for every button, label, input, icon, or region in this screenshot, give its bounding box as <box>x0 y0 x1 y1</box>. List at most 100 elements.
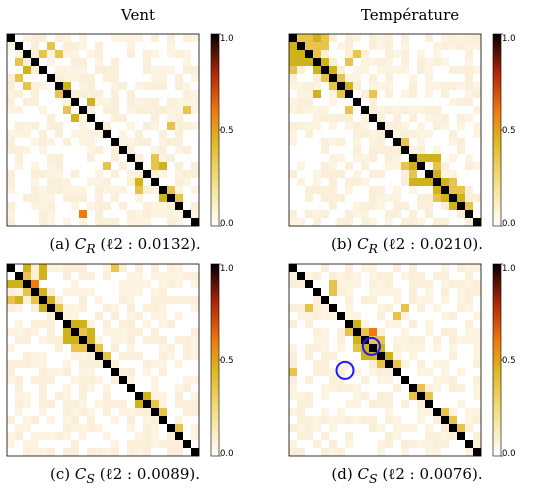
heatmap-cell <box>47 178 56 187</box>
heatmap-cell <box>377 106 386 115</box>
heatmap-cell <box>313 280 322 289</box>
heatmap-cell <box>313 66 322 75</box>
heatmap-cell <box>143 288 152 297</box>
heatmap-cell <box>23 218 32 227</box>
heatmap-cell <box>175 352 184 361</box>
heatmap-cell <box>63 90 72 99</box>
heatmap-cell <box>369 114 378 123</box>
heatmap-cell <box>191 66 200 75</box>
heatmap-cell <box>79 304 88 313</box>
heatmap-cell <box>191 194 200 203</box>
heatmap-frame <box>6 33 200 227</box>
heatmap-cell <box>119 90 128 99</box>
heatmap-cell <box>385 114 394 123</box>
heatmap-cell <box>337 296 346 305</box>
heatmap-cell <box>305 138 314 147</box>
heatmap-cell <box>393 384 402 393</box>
heatmap-cell <box>127 34 136 43</box>
heatmap-cell <box>63 114 72 123</box>
heatmap-cell <box>321 392 330 401</box>
heatmap-cell <box>111 34 120 43</box>
heatmap-cell <box>417 98 426 107</box>
heatmap-cell <box>393 50 402 59</box>
heatmap-cell <box>159 154 168 163</box>
heatmap-cell <box>175 296 184 305</box>
heatmap-cell <box>95 34 104 43</box>
heatmap-cell <box>191 360 200 369</box>
heatmap-cell <box>305 162 314 171</box>
heatmap-cell <box>55 448 64 457</box>
heatmap-cell <box>377 352 386 361</box>
heatmap-cell <box>473 42 482 51</box>
heatmap-cell <box>425 66 434 75</box>
heatmap-cell <box>457 106 466 115</box>
heatmap-cell <box>465 34 474 43</box>
heatmap-cell <box>39 312 48 321</box>
heatmap-cell <box>95 400 104 409</box>
heatmap-cell <box>119 328 128 337</box>
heatmap-cell <box>47 138 56 147</box>
heatmap-cell <box>175 178 184 187</box>
heatmap-cell <box>457 352 466 361</box>
heatmap-cell <box>23 344 32 353</box>
heatmap-cell <box>465 448 474 457</box>
heatmap-cell <box>313 384 322 393</box>
heatmap-cell <box>305 218 314 227</box>
heatmap-cell <box>159 328 168 337</box>
heatmap-cell <box>305 416 314 425</box>
heatmap-cell <box>345 376 354 385</box>
heatmap-cell <box>175 138 184 147</box>
heatmap-cell <box>7 130 16 139</box>
heatmap-cell <box>87 288 96 297</box>
heatmap-cell <box>23 34 32 43</box>
heatmap-cell <box>417 194 426 203</box>
heatmap-cell <box>71 82 80 91</box>
heatmap-cell <box>353 210 362 219</box>
heatmap-cell <box>15 344 24 353</box>
heatmap-cell <box>31 416 40 425</box>
heatmap-cell <box>71 50 80 59</box>
heatmap-cell <box>417 280 426 289</box>
heatmap-cell <box>55 264 64 273</box>
heatmap-cell <box>175 114 184 123</box>
heatmap-cell <box>151 416 160 425</box>
heatmap-cell <box>329 106 338 115</box>
heatmap-cell <box>345 146 354 155</box>
heatmap-cell <box>449 296 458 305</box>
heatmap-cell <box>377 280 386 289</box>
heatmap-cell <box>23 74 32 83</box>
heatmap-cell <box>425 432 434 441</box>
heatmap-cell <box>297 178 306 187</box>
heatmap-cell <box>425 344 434 353</box>
heatmap-cell <box>159 384 168 393</box>
heatmap-cell <box>183 66 192 75</box>
heatmap-cell <box>7 162 16 171</box>
heatmap-cell <box>103 146 112 155</box>
heatmap-cell <box>55 288 64 297</box>
heatmap-cell <box>441 170 450 179</box>
heatmap-cell <box>151 194 160 203</box>
heatmap-cell <box>151 98 160 107</box>
heatmap-cell <box>289 272 298 281</box>
heatmap-cell <box>385 130 394 139</box>
heatmap-cell <box>401 416 410 425</box>
heatmap-cell <box>457 272 466 281</box>
heatmap-cell <box>15 178 24 187</box>
heatmap-cell <box>353 376 362 385</box>
heatmap-cell <box>401 264 410 273</box>
heatmap-cell <box>111 304 120 313</box>
heatmap-cell <box>111 90 120 99</box>
heatmap-cell <box>377 34 386 43</box>
heatmap-cell <box>297 162 306 171</box>
heatmap-cell <box>409 448 418 457</box>
heatmap-cell <box>127 312 136 321</box>
heatmap-cell <box>135 288 144 297</box>
heatmap-cell <box>7 336 16 345</box>
heatmap-cell <box>151 424 160 433</box>
heatmap-cell <box>79 440 88 449</box>
heatmap-cell <box>457 186 466 195</box>
heatmap-cell <box>361 264 370 273</box>
heatmap-cell <box>79 138 88 147</box>
heatmap-cell <box>159 138 168 147</box>
heatmap-cell <box>313 186 322 195</box>
